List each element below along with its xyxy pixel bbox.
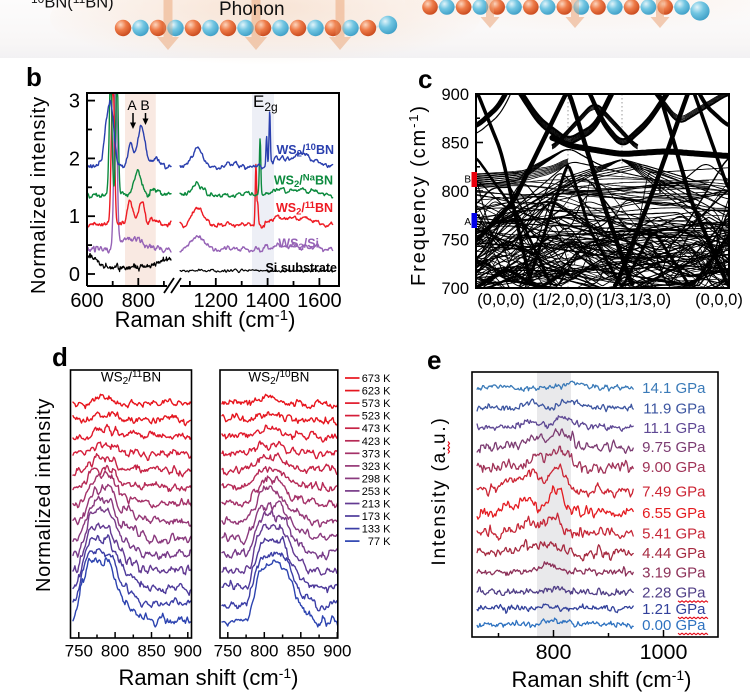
svg-text:133 K: 133 K: [362, 524, 391, 536]
svg-text:1000: 1000: [640, 640, 688, 664]
svg-text:WS2/Si: WS2/Si: [278, 237, 319, 254]
svg-text:600: 600: [70, 290, 103, 312]
svg-text:298 K: 298 K: [362, 473, 391, 485]
svg-text:750: 750: [214, 642, 242, 661]
svg-text:850: 850: [137, 642, 165, 661]
svg-text:B: B: [464, 175, 471, 186]
svg-text:800: 800: [250, 642, 278, 661]
svg-text:1600: 1600: [297, 290, 342, 312]
svg-text:213 K: 213 K: [362, 499, 391, 511]
svg-text:Normalized intensity: Normalized intensity: [33, 398, 55, 592]
svg-text:3: 3: [69, 91, 80, 113]
svg-text:9.75 GPa: 9.75 GPa: [642, 439, 706, 456]
svg-text:173 K: 173 K: [362, 511, 391, 523]
svg-text:Frequency (cm-1): Frequency (cm-1): [406, 104, 430, 286]
svg-text:2.28 GPa: 2.28 GPa: [642, 584, 706, 601]
svg-text:(1/2,0,0): (1/2,0,0): [532, 291, 593, 309]
svg-text:(0,0,0): (0,0,0): [695, 291, 743, 309]
svg-text:900: 900: [174, 642, 202, 661]
svg-text:A: A: [127, 97, 137, 113]
svg-text:WS2/11BN: WS2/11BN: [276, 200, 333, 218]
svg-text:1.21 GPa: 1.21 GPa: [642, 601, 706, 618]
svg-text:900: 900: [441, 86, 469, 104]
svg-text:900: 900: [323, 642, 351, 661]
svg-text:4.44 GPa: 4.44 GPa: [642, 545, 706, 562]
svg-text:700: 700: [441, 280, 469, 298]
svg-text:573 K: 573 K: [362, 398, 391, 410]
svg-text:WS2/10BN: WS2/10BN: [276, 142, 334, 160]
svg-text:6.55 GPa: 6.55 GPa: [642, 505, 706, 522]
svg-text:1400: 1400: [245, 290, 290, 312]
svg-text:5.41 GPa: 5.41 GPa: [642, 525, 706, 542]
svg-text:(1/3,1/3,0): (1/3,1/3,0): [596, 291, 671, 309]
svg-text:373 K: 373 K: [362, 448, 391, 460]
svg-text:800: 800: [441, 183, 469, 201]
svg-text:750: 750: [65, 642, 93, 661]
svg-text:Raman shift (cm-1): Raman shift (cm-1): [512, 667, 692, 692]
svg-text:Raman shift (cm-1): Raman shift (cm-1): [115, 307, 296, 332]
svg-text:800: 800: [101, 642, 129, 661]
svg-text:e: e: [427, 345, 441, 375]
svg-text:d: d: [52, 342, 68, 372]
svg-text:c: c: [418, 64, 432, 94]
svg-text:673 K: 673 K: [362, 373, 391, 385]
svg-text:WS2/10BN: WS2/10BN: [248, 369, 309, 387]
svg-text:Phonon: Phonon: [219, 0, 285, 20]
svg-text:14.1 GPa: 14.1 GPa: [642, 380, 706, 397]
svg-text:10BN(11BN): 10BN(11BN): [31, 0, 114, 12]
svg-text:(0,0,0): (0,0,0): [477, 291, 525, 309]
svg-text:253 K: 253 K: [362, 486, 391, 498]
svg-text:1200: 1200: [194, 290, 239, 312]
svg-text:WS2/11BN: WS2/11BN: [101, 369, 161, 387]
svg-text:A: A: [464, 217, 471, 228]
svg-text:77 K: 77 K: [368, 536, 391, 548]
svg-text:800: 800: [536, 640, 572, 664]
svg-text:523 K: 523 K: [362, 411, 391, 423]
svg-text:2: 2: [69, 148, 80, 170]
svg-text:B: B: [140, 97, 149, 113]
svg-text:Raman shift (cm-1): Raman shift (cm-1): [119, 665, 299, 690]
svg-text:3.19 GPa: 3.19 GPa: [642, 564, 706, 581]
svg-text:0.00 GPa: 0.00 GPa: [642, 617, 706, 634]
svg-text:Intensity (a.u.): Intensity (a.u.): [429, 416, 450, 565]
svg-text:423 K: 423 K: [362, 436, 391, 448]
svg-text:Normalized intensity: Normalized intensity: [28, 96, 50, 294]
svg-text:850: 850: [287, 642, 315, 661]
svg-text:7.49 GPa: 7.49 GPa: [642, 483, 706, 500]
svg-text:800: 800: [122, 290, 155, 312]
svg-text:1: 1: [69, 206, 80, 228]
svg-text:623 K: 623 K: [362, 386, 391, 398]
svg-text:11.1 GPa: 11.1 GPa: [643, 420, 706, 437]
svg-text:0: 0: [69, 264, 80, 286]
svg-text:Si substrate: Si substrate: [265, 261, 337, 275]
svg-text:9.00 GPa: 9.00 GPa: [642, 459, 706, 476]
svg-text:750: 750: [441, 232, 469, 250]
svg-text:WS2/NaBN: WS2/NaBN: [274, 173, 333, 191]
svg-text:473 K: 473 K: [362, 423, 391, 435]
svg-text:850: 850: [441, 135, 469, 153]
svg-text:11.9 GPa: 11.9 GPa: [643, 400, 706, 417]
svg-text:323 K: 323 K: [362, 461, 391, 473]
svg-text:b: b: [26, 62, 42, 92]
